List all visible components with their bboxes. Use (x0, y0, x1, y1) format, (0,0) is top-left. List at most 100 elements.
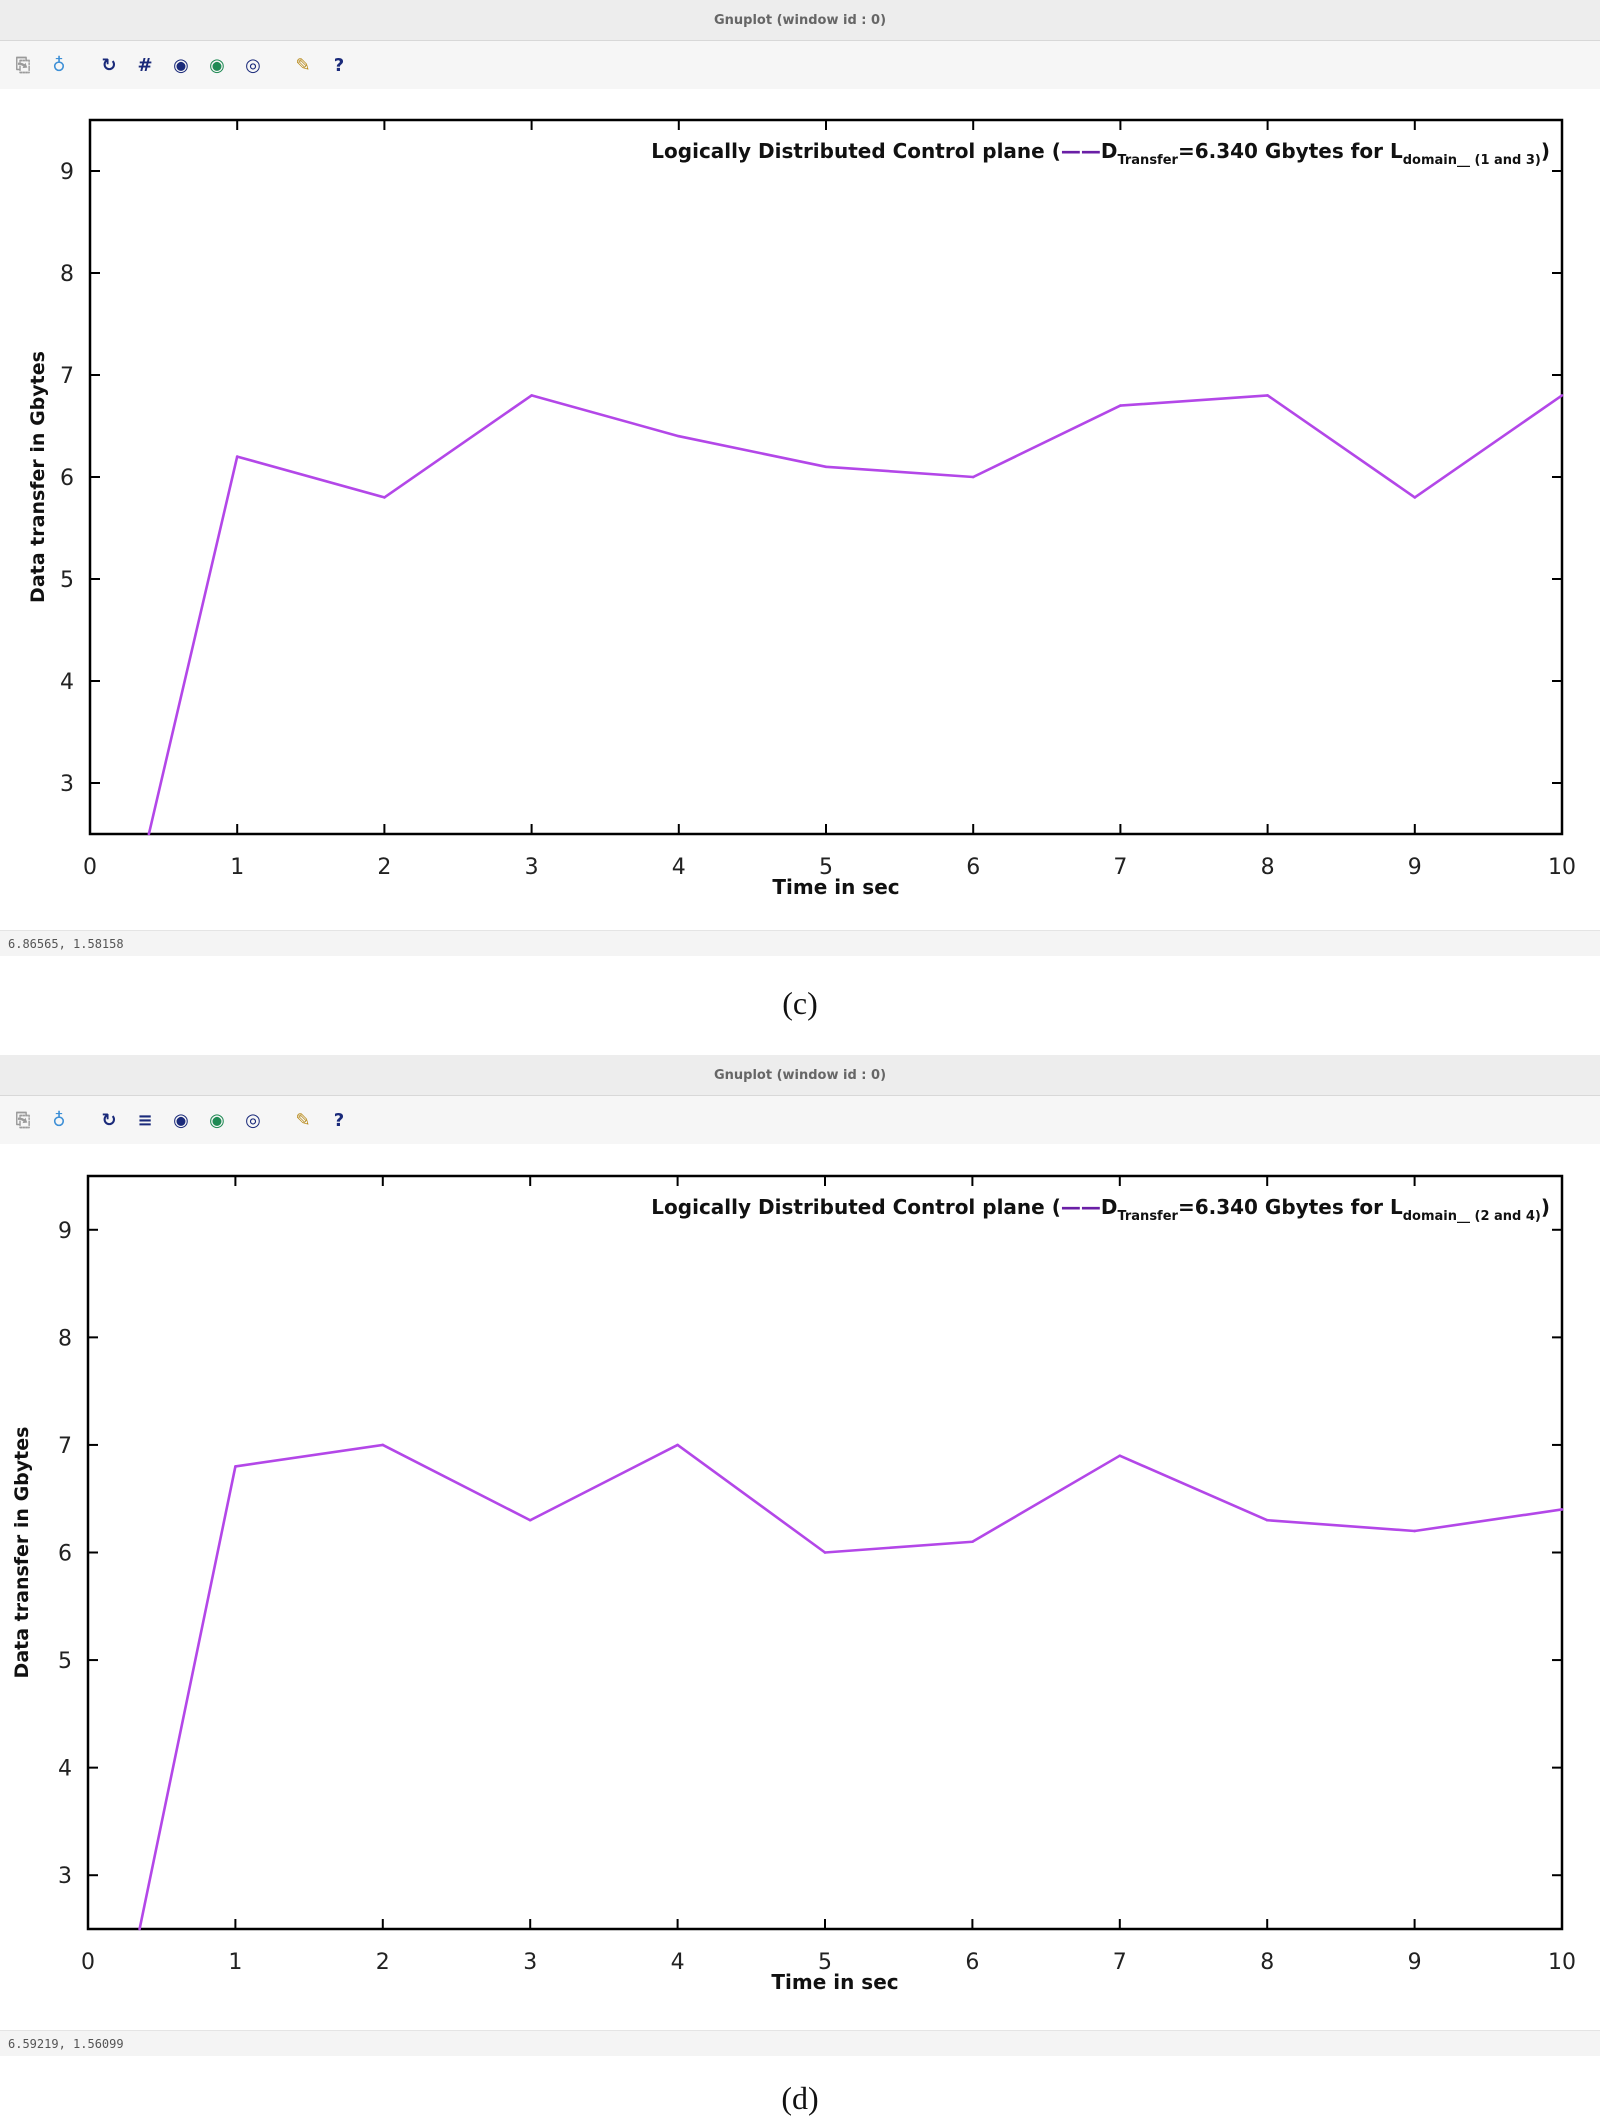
replot-icon[interactable]: ↻ (101, 54, 117, 76)
x-axis-label: Time in sec (771, 1970, 898, 1994)
x-tick-label: 9 (1408, 1950, 1422, 1975)
x-tick-label: 7 (1113, 855, 1127, 880)
data-point (971, 475, 975, 479)
y-axis-label: Data transfer in Gbytes (11, 1427, 33, 1679)
x-tick-label: 3 (523, 1950, 537, 1975)
y-tick-label: 5 (58, 1649, 72, 1674)
zoom-next-icon[interactable]: ◉ (209, 54, 225, 76)
legend-suffix: ) (1541, 139, 1550, 163)
data-point (234, 1465, 237, 1468)
legend-suffix: ) (1541, 1195, 1550, 1219)
gnuplot-window-c: Gnuplot (window id : 0) ⎘ ♁ ↻ # ◉ ◉ ◎ ✎ … (0, 0, 1600, 89)
y-tick-label: 3 (58, 1864, 72, 1889)
mouse-coordinates: 6.86565, 1.58158 (8, 937, 124, 951)
legend-text: Logically Distributed Control plane (——D… (651, 1195, 1550, 1224)
x-tick-label: 2 (377, 855, 391, 880)
x-tick-label: 7 (1113, 1950, 1127, 1975)
y-tick-label: 6 (58, 1542, 72, 1567)
data-point (383, 496, 386, 499)
x-tick-label: 9 (1408, 855, 1422, 880)
zoom-prev-icon[interactable]: ◉ (173, 1109, 189, 1131)
data-point (1560, 1508, 1564, 1511)
x-tick-label: 10 (1548, 855, 1576, 880)
data-point (1560, 394, 1564, 397)
line-chart-c[interactable]: 0 1 2 3 4 5 6 7 8 9 10 3 4 5 6 7 8 9 Time in sec Data trans… (0, 88, 1600, 928)
x-tick-label: 8 (1260, 1950, 1274, 1975)
legend-prefix: Logically Distributed Control plane ( (651, 1195, 1061, 1219)
status-bar-c: 6.86565, 1.58158 (0, 930, 1600, 956)
data-point (138, 1927, 141, 1931)
legend-prefix: Logically Distributed Control plane ( (651, 139, 1061, 163)
zoom-next-icon[interactable]: ◉ (209, 1109, 225, 1131)
settings-icon[interactable]: ✎ (295, 54, 311, 76)
y-tick-label: 3 (60, 772, 74, 797)
unzoom-icon[interactable]: ◎ (245, 1109, 261, 1131)
legend-tail-sub: (2 and 4) (1475, 1209, 1541, 1224)
figure-caption-c: (c) (782, 985, 818, 1021)
data-point (1413, 496, 1417, 499)
toolbar: ⎘ ♁ ↻ # ◉ ◉ ◎ ✎ ? (0, 41, 1600, 89)
data-point (677, 434, 681, 438)
x-tick-label: 0 (81, 1950, 95, 1975)
y-tick-label: 4 (60, 670, 74, 695)
data-point (1118, 1454, 1122, 1457)
figure-caption-d: (d) (781, 2080, 819, 2116)
grid-icon[interactable]: ≡ (137, 1109, 153, 1131)
x-tick-label: 4 (671, 1950, 685, 1975)
data-point (528, 1518, 532, 1522)
y-tick-label: 7 (60, 364, 74, 389)
data-point (1265, 1518, 1269, 1522)
legend-d: D (1101, 1195, 1118, 1219)
zoom-prev-icon[interactable]: ◉ (173, 54, 189, 76)
y-tick-label: 8 (60, 262, 74, 287)
copy-icon[interactable]: ⎘ (15, 54, 31, 76)
unzoom-icon[interactable]: ◎ (245, 54, 261, 76)
x-tick-label: 1 (228, 1950, 242, 1975)
x-tick-label: 5 (818, 1950, 832, 1975)
data-point (1266, 394, 1269, 397)
x-tick-label: 0 (83, 855, 97, 880)
plot-area-c[interactable]: 0 1 2 3 4 5 6 7 8 9 10 3 4 5 6 7 8 9 Time in sec Data trans… (0, 88, 1600, 928)
legend-mid: =6.340 Gbytes for L (1178, 1195, 1403, 1219)
settings-icon[interactable]: ✎ (295, 1109, 311, 1131)
copy-icon[interactable]: ⎘ (15, 1109, 31, 1131)
legend-tail-sub: (1 and 3) (1475, 153, 1541, 168)
toolbar: ⎘ ♁ ↻ ≡ ◉ ◉ ◎ ✎ ? (0, 1096, 1600, 1144)
y-tick-label: 6 (60, 466, 74, 491)
data-point (381, 1443, 385, 1447)
data-point (147, 832, 151, 836)
x-tick-label: 2 (376, 1950, 390, 1975)
legend-d: D (1101, 139, 1118, 163)
print-icon[interactable]: ♁ (52, 1109, 66, 1131)
data-point (530, 394, 533, 397)
x-tick-label: 6 (965, 1950, 979, 1975)
legend-text: Logically Distributed Control plane (——D… (651, 139, 1550, 168)
legend-d-sub: Transfer (1117, 1209, 1178, 1224)
y-tick-label: 9 (58, 1219, 72, 1244)
gnuplot-window-d: Gnuplot (window id : 0) ⎘ ♁ ↻ ≡ ◉ ◉ ◎ ✎ … (0, 1055, 1600, 1144)
y-tick-label: 4 (58, 1757, 72, 1782)
line-chart-d[interactable]: 0 1 2 3 4 5 6 7 8 9 10 3 4 5 6 7 8 9 Time in sec Data trans… (0, 1143, 1600, 2023)
legend-l-sub: domain__ (1403, 153, 1475, 168)
help-icon[interactable]: ? (333, 1109, 345, 1131)
data-point (676, 1443, 679, 1447)
plot-area-d[interactable]: 0 1 2 3 4 5 6 7 8 9 10 3 4 5 6 7 8 9 Time in sec Data trans… (0, 1143, 1600, 2023)
y-tick-label: 8 (58, 1326, 72, 1351)
y-tick-label: 9 (60, 160, 74, 185)
replot-icon[interactable]: ↻ (101, 1109, 117, 1131)
data-series-line (138, 1443, 1562, 1929)
x-tick-label: 3 (525, 855, 539, 880)
data-point (971, 1540, 974, 1544)
y-tick-label: 5 (60, 568, 74, 593)
print-icon[interactable]: ♁ (52, 54, 66, 76)
data-point (824, 465, 828, 469)
data-point (1119, 404, 1122, 407)
legend-d-sub: Transfer (1117, 153, 1178, 168)
data-point (1413, 1529, 1416, 1533)
help-icon[interactable]: ? (333, 54, 345, 76)
y-tick-label: 7 (58, 1434, 72, 1459)
window-title: Gnuplot (window id : 0) (713, 1067, 887, 1083)
grid-icon[interactable]: # (137, 54, 153, 76)
x-axis-label: Time in sec (772, 875, 899, 899)
window-title: Gnuplot (window id : 0) (713, 12, 887, 28)
